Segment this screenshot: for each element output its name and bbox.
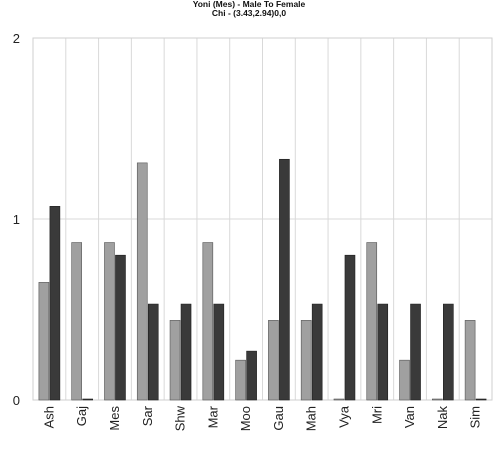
chart-subtitle: Chi - (3.43,2.94)0,0 [211,8,287,18]
x-tick-label: Mri [369,406,384,424]
bar-shw-series-2 [180,303,192,401]
y-tick-label: 0 [13,393,20,408]
bar-sim-series-1 [464,320,476,401]
bar-gaj-series-2 [82,398,93,401]
bar-moo-series-2 [246,350,257,401]
bar-mah-series-1 [300,320,312,401]
x-tick-label: Van [402,406,417,428]
bar-mes-series-1 [104,242,115,401]
bar-vya-series-1 [333,398,345,401]
bar-ash-series-2 [49,206,61,401]
bar-van-series-2 [410,303,421,401]
x-tick-label: Shw [173,405,188,431]
bar-mah-series-2 [311,303,323,401]
bar-sar-series-1 [136,162,148,401]
x-tick-label: Nak [435,406,450,430]
x-tick-label: Mah [304,406,319,431]
x-tick-label: Gaj [74,406,89,426]
x-tick-label: Sar [140,405,155,426]
y-tick-label: 2 [13,31,20,46]
chart-title: Yoni (Mes) - Male To Female [192,0,306,9]
bar-gaj-series-1 [71,242,82,401]
x-tick-label: Gau [271,406,286,431]
bar-van-series-1 [399,359,410,401]
x-tick-label: Mes [107,406,122,431]
bar-sim-series-2 [475,398,487,401]
bar-mes-series-2 [115,254,126,401]
bar-nak-series-2 [443,303,454,401]
y-tick-label: 1 [13,212,20,227]
x-tick-label: Mar [205,405,220,428]
x-tick-label: Sim [468,406,483,428]
bar-mri-series-1 [366,242,378,401]
bar-gau-series-2 [279,158,290,401]
x-tick-label: Ash [41,406,56,428]
bar-sar-series-2 [147,303,159,401]
bar-nak-series-1 [432,398,443,401]
plot-border [32,37,493,401]
bar-mar-series-2 [213,303,225,401]
bar-vya-series-2 [344,254,356,401]
bar-moo-series-1 [235,359,246,401]
bar-ash-series-1 [38,282,50,401]
bar-mar-series-1 [202,242,214,401]
x-tick-label: Moo [238,406,253,431]
bar-mri-series-2 [377,303,389,401]
x-tick-label: Vya [336,405,351,428]
bar-gau-series-1 [268,320,279,401]
bar-shw-series-1 [169,320,181,401]
